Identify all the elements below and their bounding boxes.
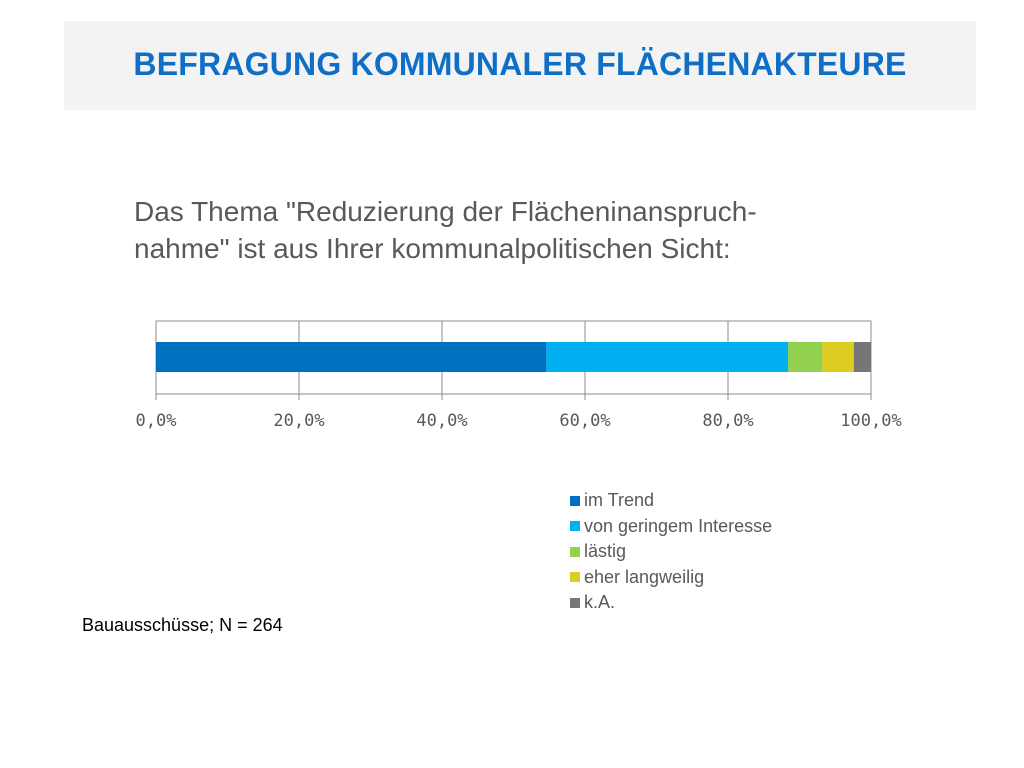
- question-text: Das Thema "Reduzierung der Flächeninansp…: [134, 193, 854, 267]
- legend-label: k.A.: [584, 592, 616, 613]
- question-line-2: nahme" ist aus Ihrer kommunalpolitischen…: [134, 233, 731, 264]
- legend-item: k.A.: [570, 590, 772, 616]
- slide-title: BEFRAGUNG KOMMUNALER FLÄCHENAKTEURE: [133, 46, 907, 82]
- legend-swatch: [570, 495, 580, 506]
- legend-item: eher langweilig: [570, 565, 772, 591]
- legend-item: von geringem Interesse: [570, 514, 772, 540]
- question-line-1: Das Thema "Reduzierung der Flächeninansp…: [134, 196, 757, 227]
- x-tick-label: 40,0%: [416, 411, 467, 431]
- x-tick-label: 20,0%: [273, 411, 324, 431]
- legend-swatch: [570, 546, 580, 557]
- chart-legend: im Trend von geringem Interesse lästig eher…: [570, 488, 772, 616]
- bar-segment: [853, 342, 871, 372]
- bar-segment: [822, 342, 854, 372]
- bar-segment: [156, 342, 547, 372]
- legend-item: lästig: [570, 539, 772, 565]
- legend-label: von geringem Interesse: [584, 515, 773, 536]
- legend-label: im Trend: [584, 490, 655, 511]
- x-tick-label: 100,0%: [840, 411, 901, 431]
- legend-swatch: [570, 597, 580, 608]
- header-band: [64, 21, 976, 110]
- x-tick-label: 80,0%: [702, 411, 753, 431]
- legend-label: lästig: [584, 541, 627, 562]
- legend-label: eher langweilig: [584, 566, 705, 587]
- legend-swatch: [570, 521, 580, 532]
- x-tick-label: 0,0%: [136, 411, 177, 431]
- footnote: Bauausschüsse; N = 264: [82, 615, 283, 635]
- legend-item: im Trend: [570, 488, 772, 514]
- x-tick-label: 60,0%: [559, 411, 610, 431]
- bar-segment: [546, 342, 789, 372]
- bar-segment: [788, 342, 823, 372]
- legend-swatch: [570, 572, 580, 583]
